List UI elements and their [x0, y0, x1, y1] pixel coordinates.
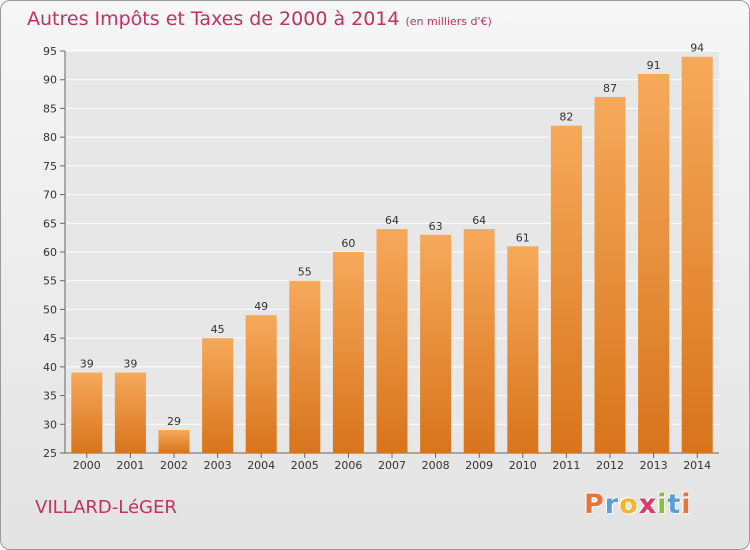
y-tick-label: 40 — [43, 361, 57, 374]
proxiti-logo: Proxiti — [584, 489, 692, 520]
bar-value-label: 39 — [123, 358, 137, 371]
chart-title-main: Autres Impôts et Taxes de 2000 à 2014 — [27, 8, 400, 30]
bar-value-label: 45 — [211, 323, 225, 336]
y-tick-label: 80 — [43, 131, 57, 144]
bar-2002 — [158, 430, 190, 453]
bar-2013 — [638, 73, 670, 453]
bar-2000 — [71, 372, 103, 453]
logo-letter: i — [657, 489, 668, 520]
bar-2014 — [681, 56, 713, 453]
bar-2004 — [245, 315, 277, 453]
bar-2007 — [376, 229, 408, 453]
bar-2011 — [550, 125, 582, 454]
y-tick-label: 90 — [43, 74, 57, 87]
x-tick-label: 2001 — [116, 459, 144, 472]
bar-2003 — [202, 338, 234, 453]
x-tick-label: 2000 — [73, 459, 101, 472]
labels-layer: 39 2000 39 2001 29 2002 45 2003 49 2004 55 2005 60 20… — [73, 42, 711, 472]
bar-value-label: 94 — [690, 42, 704, 55]
y-tick-label: 75 — [43, 160, 57, 173]
bar-value-label: 60 — [341, 237, 355, 250]
bar-value-label: 49 — [254, 300, 268, 313]
bar-2009 — [463, 229, 495, 453]
bar-value-label: 64 — [385, 214, 399, 227]
chart-title-unit: (en milliers d'€) — [405, 15, 492, 28]
x-tick-label: 2010 — [509, 459, 537, 472]
x-tick-label: 2006 — [334, 459, 362, 472]
bar-2005 — [289, 280, 321, 453]
logo-letter: x — [638, 489, 658, 520]
bar-value-label: 29 — [167, 415, 181, 428]
logo-letter: i — [681, 489, 692, 520]
bar-value-label: 63 — [429, 220, 443, 233]
x-tick-label: 2007 — [378, 459, 406, 472]
bar-2008 — [420, 234, 452, 453]
y-tick-label: 85 — [43, 102, 57, 115]
x-tick-label: 2005 — [291, 459, 319, 472]
bar-value-label: 82 — [559, 111, 573, 124]
bars-layer — [71, 56, 713, 458]
y-tick-label: 45 — [43, 332, 57, 345]
bar-value-label: 55 — [298, 266, 312, 279]
x-tick-label: 2002 — [160, 459, 188, 472]
bar-value-label: 91 — [647, 59, 661, 72]
bar-value-label: 64 — [472, 214, 486, 227]
y-tick-label: 35 — [43, 390, 57, 403]
logo-letter: o — [619, 489, 639, 520]
y-tick-label: 55 — [43, 275, 57, 288]
chart-title: Autres Impôts et Taxes de 2000 à 2014 (en… — [27, 8, 492, 30]
y-tick-label: 70 — [43, 189, 57, 202]
logo-letter: t — [667, 489, 682, 520]
y-tick-label: 60 — [43, 246, 57, 259]
y-tick-label: 95 — [43, 45, 57, 58]
x-tick-label: 2009 — [465, 459, 493, 472]
y-tick-label: 50 — [43, 303, 57, 316]
x-tick-label: 2004 — [247, 459, 275, 472]
y-tick-label: 25 — [43, 447, 57, 460]
bar-2006 — [332, 252, 364, 453]
x-tick-label: 2011 — [552, 459, 580, 472]
logo-letter: r — [604, 489, 620, 520]
bar-2001 — [114, 372, 146, 453]
bar-value-label: 39 — [80, 358, 94, 371]
bar-2012 — [594, 96, 626, 453]
bar-value-label: 87 — [603, 82, 617, 95]
x-tick-label: 2008 — [422, 459, 450, 472]
commune-name: VILLARD-LéGER — [35, 497, 177, 518]
y-tick-label: 30 — [43, 418, 57, 431]
y-tick-label: 65 — [43, 217, 57, 230]
x-tick-label: 2003 — [204, 459, 232, 472]
bar-2010 — [507, 246, 539, 453]
x-tick-label: 2014 — [683, 459, 711, 472]
x-tick-label: 2013 — [640, 459, 668, 472]
logo-letter: P — [584, 489, 605, 520]
x-tick-label: 2012 — [596, 459, 624, 472]
bar-value-label: 61 — [516, 231, 530, 244]
